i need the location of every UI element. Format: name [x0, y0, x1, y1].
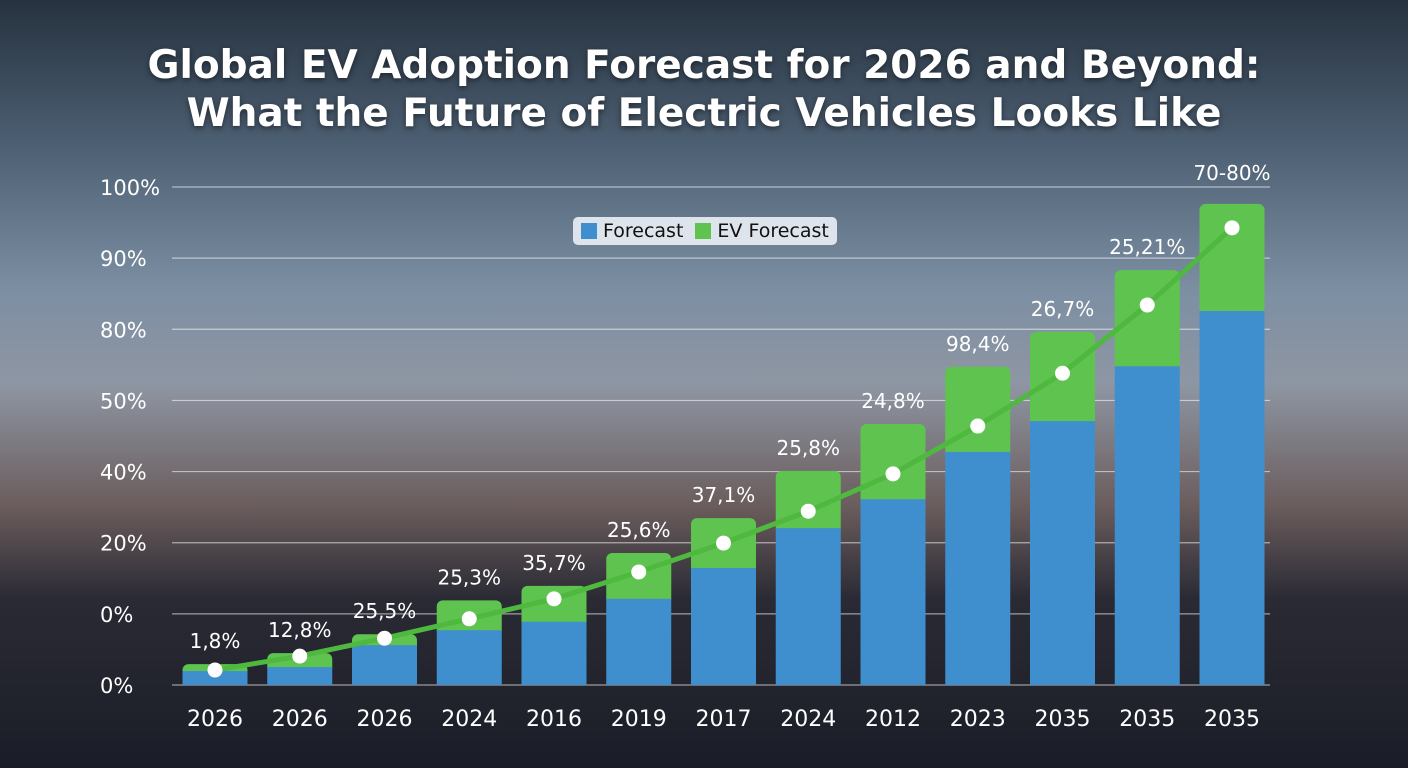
data-label: 25,8%: [776, 436, 840, 460]
bar-ev-forecast: [521, 585, 587, 628]
trend-point: [1224, 220, 1240, 236]
bar-forecast: [436, 630, 502, 685]
legend-label-ev-forecast: EV Forecast: [717, 220, 829, 242]
x-tick-label: 2026: [187, 707, 243, 732]
x-tick-label: 2019: [611, 707, 667, 732]
bar-forecast: [860, 499, 926, 685]
bar-ev-forecast: [1199, 203, 1265, 318]
bar-forecast: [521, 621, 587, 685]
data-label: 12,8%: [268, 618, 332, 642]
y-tick-label: 80%: [100, 318, 147, 342]
y-tick-label: 40%: [100, 461, 147, 485]
bar-forecast: [267, 667, 333, 685]
trend-point: [970, 418, 986, 434]
x-tick-label: 2024: [441, 707, 497, 732]
trend-point: [377, 630, 392, 646]
trend-point: [546, 591, 562, 607]
trend-point: [207, 662, 223, 678]
data-label: 25,3%: [437, 565, 501, 589]
legend-label-forecast: Forecast: [603, 220, 684, 242]
legend-swatch-ev-forecast: [695, 223, 712, 239]
x-tick-label: 2012: [865, 707, 921, 732]
x-tick-label: 2035: [1204, 707, 1260, 732]
y-tick-label: 50%: [100, 389, 147, 413]
bar-forecast: [182, 671, 248, 685]
data-label: 98,4%: [946, 332, 1010, 356]
data-label: 37,1%: [692, 483, 756, 507]
data-label: 1,8%: [190, 629, 241, 653]
y-tick-label: 20%: [100, 532, 147, 556]
trend-point: [800, 503, 816, 519]
title-line-2: What the Future of Electric Vehicles Loo…: [186, 91, 1222, 136]
x-tick-label: 2035: [1035, 707, 1091, 732]
y-tick-label: 90%: [100, 247, 147, 271]
trend-point: [716, 535, 731, 551]
data-label: 24,8%: [861, 389, 925, 413]
data-label: 25,6%: [607, 518, 671, 542]
trend-point: [292, 648, 308, 664]
trend-point: [885, 466, 901, 482]
data-label: 25,21%: [1109, 235, 1185, 259]
data-label: 25,5%: [353, 599, 417, 623]
x-tick-label: 2023: [950, 707, 1006, 732]
y-tick-label: 0%: [100, 674, 133, 698]
x-tick-label: 2017: [696, 707, 752, 732]
legend: Forecast EV Forecast: [573, 217, 837, 245]
bar-forecast: [352, 645, 417, 685]
trend-point: [631, 564, 647, 580]
data-label: 70-80%: [1193, 161, 1270, 185]
bar-ev-forecast: [1114, 270, 1180, 373]
x-tick-label: 2035: [1119, 707, 1175, 732]
bar-forecast: [606, 598, 672, 685]
legend-swatch-forecast: [581, 223, 597, 239]
trend-point: [461, 611, 477, 627]
trend-point: [1139, 297, 1155, 313]
bar-forecast: [1030, 421, 1095, 685]
x-tick-label: 2024: [780, 707, 836, 732]
data-label: 35,7%: [522, 551, 586, 575]
trend-point: [1055, 365, 1070, 381]
bar-forecast: [775, 528, 841, 685]
data-label: 26,7%: [1031, 297, 1095, 321]
x-tick-label: 2026: [357, 707, 413, 732]
title-line-1: Global EV Adoption Forecast for 2026 and…: [147, 43, 1261, 88]
y-tick-label: 100%: [100, 176, 160, 200]
bar-forecast: [691, 567, 756, 685]
bar-forecast: [1114, 366, 1180, 685]
x-tick-label: 2026: [272, 707, 328, 732]
x-tick-label: 2016: [526, 707, 582, 732]
bar-forecast: [1199, 311, 1265, 685]
chart-title: Global EV Adoption Forecast for 2026 and…: [0, 42, 1408, 138]
y-tick-label: 0%: [100, 603, 133, 627]
bar-forecast: [945, 451, 1011, 685]
bar-ev-forecast: [860, 424, 926, 506]
